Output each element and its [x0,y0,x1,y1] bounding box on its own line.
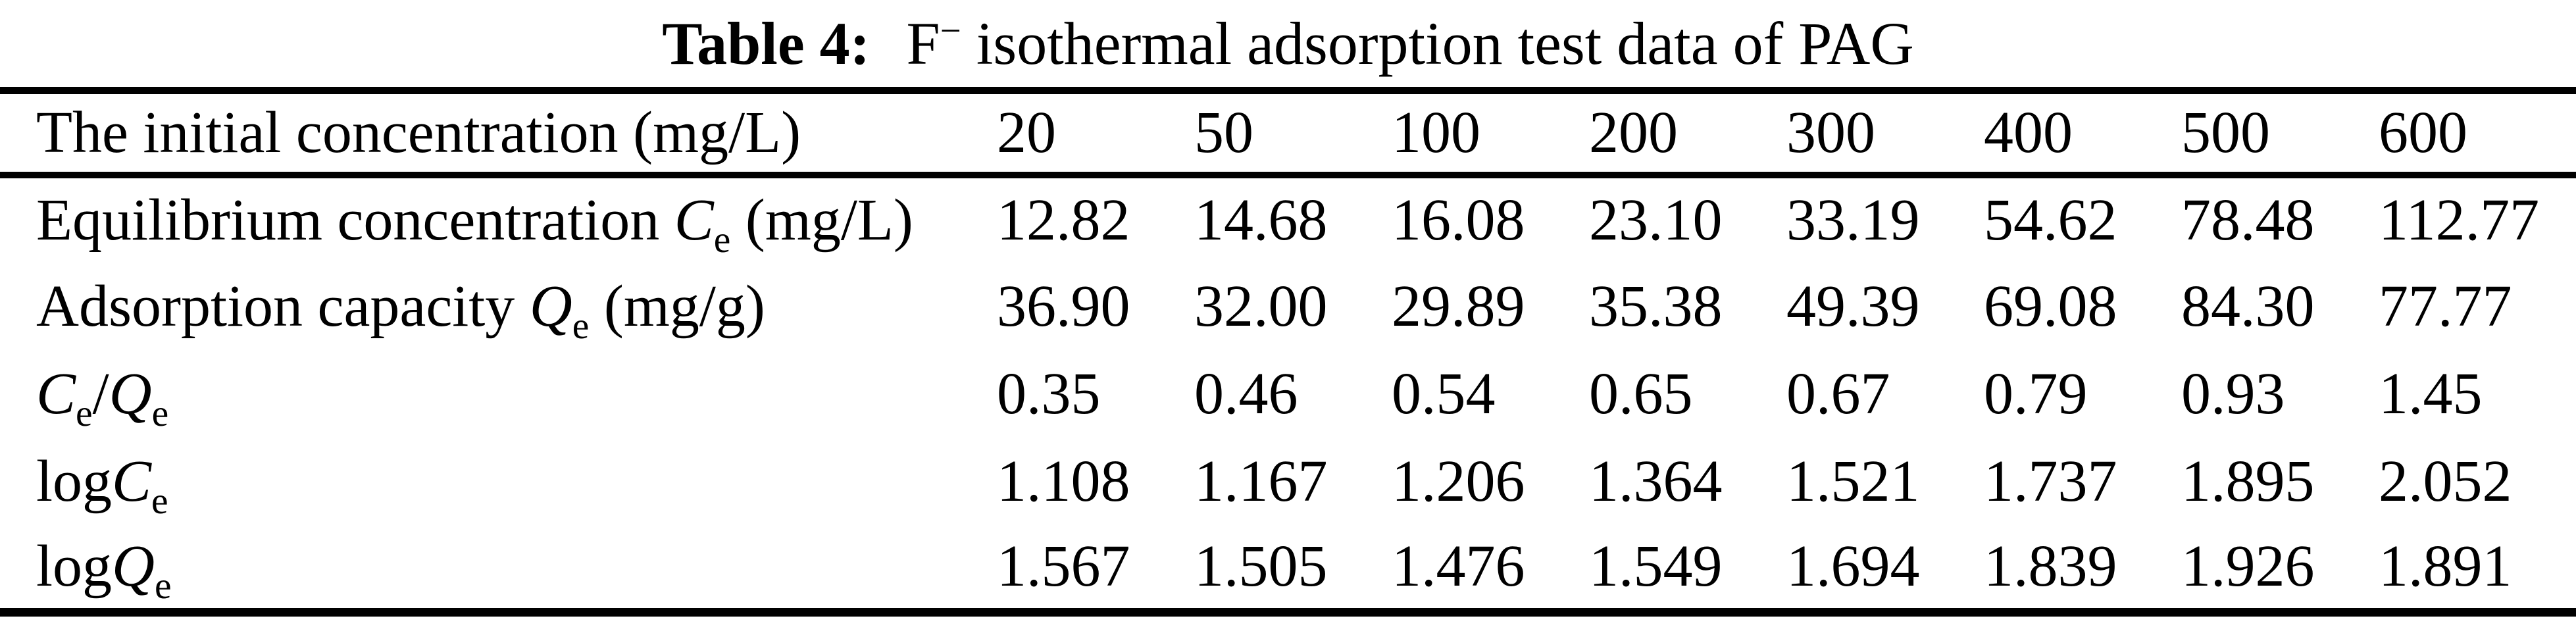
header-value-cell: 50 [1194,100,1253,166]
row-label-subscript: e [713,219,731,261]
caption-ion-symbol: F [906,10,940,77]
caption-text: isothermal adsorption test data of PAG [976,10,1914,77]
data-cell: 35.38 [1589,273,1723,339]
caption-label: Table 4: [662,10,871,77]
data-cell: 1.694 [1786,534,1920,599]
data-cell: 69.08 [1984,273,2117,339]
header-value-cell: 100 [1392,100,1480,166]
row-label-symbol: C [36,361,76,426]
row-label-subscript: e [572,305,590,347]
data-cell: 1.206 [1392,448,1525,514]
table-header-row: The initial concentration (mg/L) 20 50 1… [0,91,2576,175]
row-label-text: Adsorption capacity [36,273,515,339]
data-cell: 84.30 [2181,273,2315,339]
row-label: Equilibrium concentration Ce (mg/L) [0,175,997,263]
data-cell: 1.839 [1984,534,2117,599]
header-value-cell: 300 [1786,100,1875,166]
table-row-adsorption-capacity: Adsorption capacity Qe (mg/g) 36.90 32.0… [0,263,2576,350]
row-label-text: log [36,448,113,514]
row-label-subscript: e [151,480,168,522]
caption-ion-charge: − [940,10,961,52]
data-cell: 16.08 [1392,188,1525,253]
data-cell: 1.505 [1194,534,1328,599]
row-label-separator: / [92,361,109,426]
data-cell: 1.108 [997,448,1130,514]
data-cell: 54.62 [1984,188,2117,253]
table-caption: Table 4: F− isothermal adsorption test d… [0,0,2576,87]
data-cell: 0.46 [1194,361,1298,426]
data-cell: 1.895 [2181,448,2315,514]
row-label-subscript: e [155,565,172,607]
row-label-subscript: e [151,392,169,434]
header-value-cell: 400 [1984,100,2073,166]
data-cell: 14.68 [1194,188,1328,253]
table-row-ce-over-qe: Ce/Qe 0.35 0.46 0.54 0.65 0.67 0.79 0.93… [0,350,2576,438]
data-cell: 32.00 [1194,273,1328,339]
data-cell: 1.567 [997,534,1130,599]
data-cell: 1.549 [1589,534,1723,599]
data-cell: 0.79 [1984,361,2088,426]
data-cell: 49.39 [1786,273,1920,339]
table-row-log-ce: logCe 1.108 1.167 1.206 1.364 1.521 1.73… [0,438,2576,525]
caption-ion: F− [907,10,961,77]
row-label-symbol: C [674,188,714,253]
data-cell: 1.476 [1392,534,1525,599]
data-cell: 1.364 [1589,448,1723,514]
row-label-symbol: Q [529,273,572,339]
row-label: Adsorption capacity Qe (mg/g) [0,263,997,350]
data-cell: 1.737 [1984,448,2117,514]
data-cell: 1.926 [2181,534,2315,599]
data-table: The initial concentration (mg/L) 20 50 1… [0,87,2576,617]
data-cell: 0.93 [2181,361,2285,426]
header-value-cell: 200 [1589,100,1678,166]
table-row-equilibrium-concentration: Equilibrium concentration Ce (mg/L) 12.8… [0,175,2576,263]
data-cell: 1.891 [2379,534,2512,599]
data-cell: 0.65 [1589,361,1693,426]
row-label-unit: (mg/g) [603,273,765,339]
data-cell: 1.167 [1194,448,1328,514]
data-cell: 112.77 [2379,188,2540,253]
data-cell: 12.82 [997,188,1130,253]
row-label-symbol: C [112,448,152,514]
row-label-subscript: e [76,392,93,434]
data-cell: 77.77 [2379,273,2512,339]
row-label: logCe [0,438,997,525]
data-cell: 1.45 [2379,361,2483,426]
header-value-cell: 600 [2379,100,2467,166]
data-cell: 0.67 [1786,361,1890,426]
row-label-text: log [36,534,113,599]
data-cell: 33.19 [1786,188,1920,253]
row-label-symbol: Q [109,361,152,426]
table-row-log-qe: logQe 1.567 1.505 1.476 1.549 1.694 1.83… [0,525,2576,613]
data-cell: 0.54 [1392,361,1496,426]
data-cell: 2.052 [2379,448,2512,514]
data-cell: 78.48 [2181,188,2315,253]
row-label-unit: (mg/L) [745,188,913,253]
header-value-cell: 500 [2181,100,2270,166]
data-cell: 0.35 [997,361,1101,426]
data-cell: 23.10 [1589,188,1723,253]
data-cell: 36.90 [997,273,1130,339]
row-label: logQe [0,525,997,613]
data-cell: 29.89 [1392,273,1525,339]
data-cell: 1.521 [1786,448,1920,514]
row-label: Ce/Qe [0,350,997,438]
row-label-symbol: Q [112,534,155,599]
header-value-cell: 20 [997,100,1056,166]
header-label-cell: The initial concentration (mg/L) [36,100,801,166]
row-label-text: Equilibrium concentration [36,188,660,253]
